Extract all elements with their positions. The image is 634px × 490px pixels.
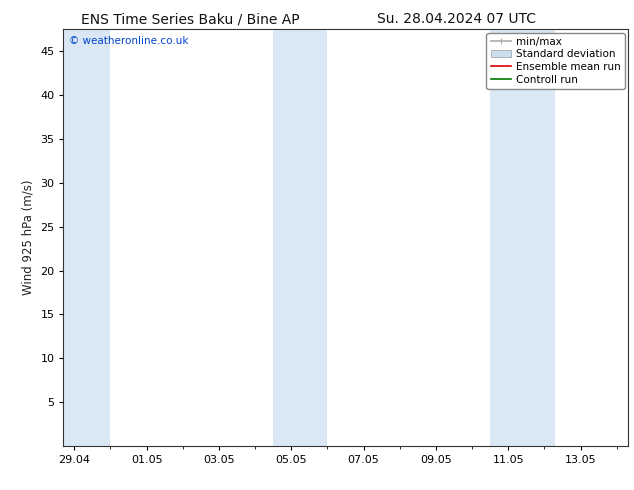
Bar [273, 29, 327, 446]
Text: Su. 28.04.2024 07 UTC: Su. 28.04.2024 07 UTC [377, 12, 536, 26]
Legend: min/max, Standard deviation, Ensemble mean run, Controll run: min/max, Standard deviation, Ensemble me… [486, 32, 624, 89]
Text: © weatheronline.co.uk: © weatheronline.co.uk [69, 36, 188, 46]
Y-axis label: Wind 925 hPa (m/s): Wind 925 hPa (m/s) [22, 180, 35, 295]
Text: ENS Time Series Baku / Bine AP: ENS Time Series Baku / Bine AP [81, 12, 299, 26]
Bar [63, 29, 110, 446]
Bar [490, 29, 555, 446]
